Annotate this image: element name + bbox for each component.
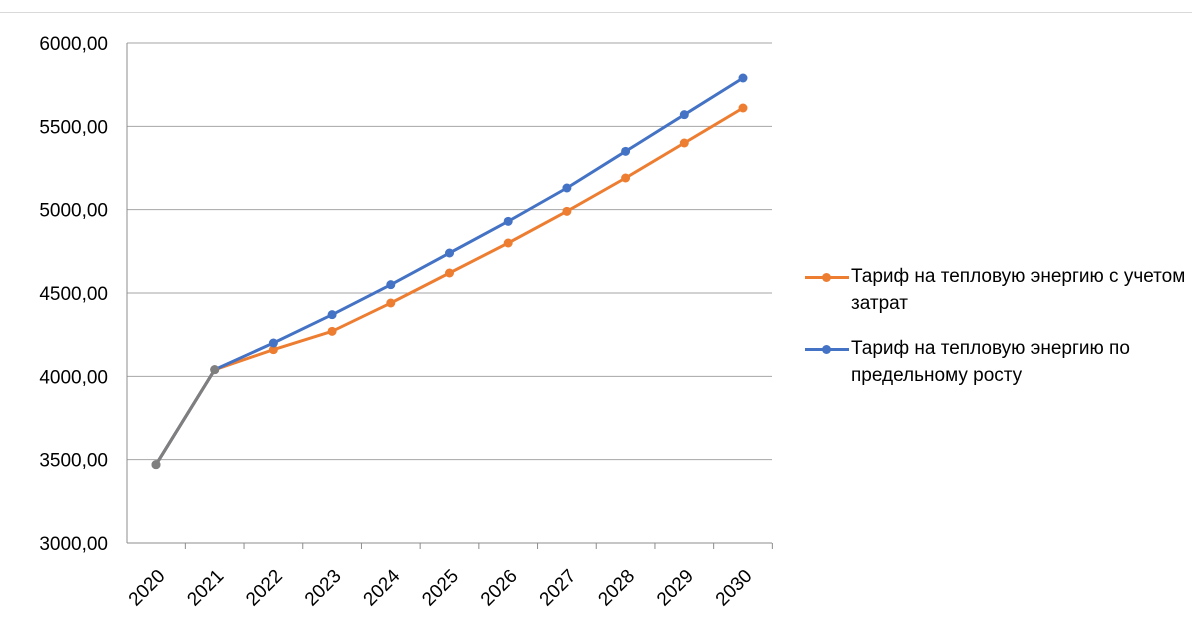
gridlines <box>126 42 772 544</box>
x-tick-label: 2024 <box>360 565 405 610</box>
x-tick-label: 2030 <box>712 566 757 611</box>
y-tick-label: 5500,00 <box>39 117 108 138</box>
data-point <box>327 326 337 336</box>
data-point <box>562 206 572 216</box>
series-line <box>154 106 744 466</box>
y-tick-label: 4000,00 <box>39 367 108 388</box>
data-point <box>445 248 454 258</box>
x-tick-label: 2028 <box>594 566 639 611</box>
y-tick-label: 6000,00 <box>39 34 108 55</box>
data-point <box>327 310 337 320</box>
x-tick-label: 2022 <box>242 566 287 611</box>
data-point <box>268 345 278 355</box>
data-point <box>386 298 396 308</box>
legend: Тариф на тепловую энергию с учетом затра… <box>803 265 1188 409</box>
x-tick-label: 2029 <box>653 566 698 611</box>
data-point <box>738 103 748 113</box>
data-point <box>738 73 748 83</box>
data-point <box>562 183 572 193</box>
x-axis: 2020 2021 2022 2023 2024 2025 2026 2027 2028 2029… <box>125 543 773 610</box>
y-tick-label: 3000,00 <box>39 534 108 555</box>
data-point <box>210 365 220 375</box>
y-tick-label: 4500,00 <box>39 284 108 305</box>
legend-marker-orange <box>803 265 851 289</box>
shared-segment <box>154 368 216 466</box>
legend-label: Тариф на тепловую энергию с учетом затра… <box>851 266 1186 314</box>
x-tick-label: 2021 <box>183 566 228 611</box>
data-point <box>621 146 631 156</box>
x-tick-label: 2025 <box>418 566 463 611</box>
legend-label: Тариф на тепловую энергию по предельному… <box>851 338 1130 386</box>
data-point <box>503 216 513 226</box>
data-point <box>621 173 631 183</box>
line-chart: 3000,00 3500,00 4000,00 4500,00 5000,00 5500,… <box>39 34 773 610</box>
x-tick-label: 2026 <box>477 566 522 611</box>
y-tick-label: 3500,00 <box>39 451 108 472</box>
chart-area: 3000,00 3500,00 4000,00 4500,00 5000,00 5500,… <box>0 12 1192 619</box>
legend-item-costs: Тариф на тепловую энергию с учетом затра… <box>803 265 1188 317</box>
data-point <box>679 138 689 148</box>
legend-marker-blue <box>803 337 851 361</box>
data-point <box>386 280 396 290</box>
data-point <box>679 110 689 120</box>
data-point <box>268 338 278 348</box>
x-tick-label: 2023 <box>301 566 346 611</box>
x-tick-label: 2027 <box>536 566 581 611</box>
legend-item-limit: Тариф на тепловую энергию по предельному… <box>803 337 1188 389</box>
x-tick-label: 2020 <box>125 566 170 611</box>
data-point <box>151 460 161 470</box>
data-point <box>445 268 454 278</box>
series-lines <box>151 73 748 470</box>
data-point <box>503 238 513 248</box>
y-tick-label: 5000,00 <box>39 201 108 222</box>
y-axis: 3000,00 3500,00 4000,00 4500,00 5000,00 5500,… <box>39 34 108 555</box>
